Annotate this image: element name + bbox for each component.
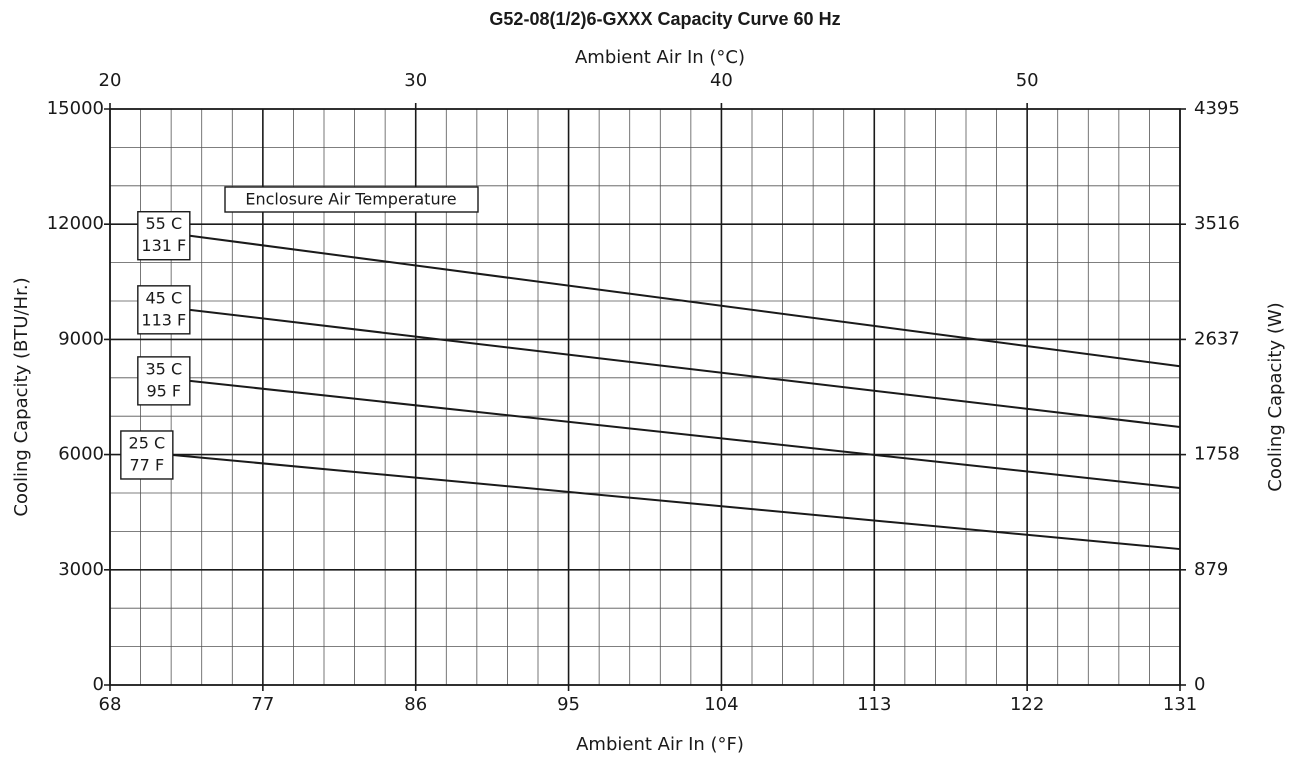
x2-tick-label: 20	[99, 70, 122, 91]
series-label-box	[137, 356, 191, 406]
y-tick-label: 3000	[58, 559, 104, 580]
series-label: 45 C	[146, 288, 183, 307]
x2-tick-label: 40	[710, 70, 733, 91]
x2-axis-label: Ambient Air In (°C)	[575, 47, 745, 68]
x-tick-label: 113	[857, 694, 891, 715]
series-label: 131 F	[141, 236, 186, 255]
x-axis-label: Ambient Air In (°F)	[576, 734, 744, 755]
legend-title: Enclosure Air Temperature	[245, 190, 456, 209]
y-axis-label: Cooling Capacity (BTU/Hr.)	[11, 277, 32, 516]
series-line	[189, 379, 1181, 490]
y-tick-label: 0	[93, 674, 104, 695]
x-tick-label: 68	[99, 694, 122, 715]
x-tick-label: 77	[251, 694, 274, 715]
y2-tick-label: 2637	[1194, 328, 1240, 349]
y2-tick-label: 3516	[1194, 213, 1240, 234]
y-tick-label: 15000	[47, 98, 104, 119]
series-label-box	[120, 430, 174, 480]
x2-tick-label: 30	[404, 70, 427, 91]
y2-tick-label: 879	[1194, 559, 1228, 580]
x2-tick-label: 50	[1016, 70, 1039, 91]
y2-tick-label: 0	[1194, 674, 1205, 695]
plot-frame	[109, 108, 1181, 686]
y-tick-label: 12000	[47, 213, 104, 234]
y2-tick-label: 1758	[1194, 444, 1240, 465]
x-tick-label: 95	[557, 694, 580, 715]
chart-title: G52-08(1/2)6-GXXX Capacity Curve 60 Hz	[489, 9, 840, 29]
series-label-box	[137, 285, 191, 335]
y-tick-label: 9000	[58, 328, 104, 349]
x-tick-label: 122	[1010, 694, 1044, 715]
series-label: 95 F	[146, 381, 181, 400]
series-label: 77 F	[130, 455, 165, 474]
series-line	[189, 234, 1181, 368]
series-label: 25 C	[129, 433, 166, 452]
x-tick-label: 131	[1163, 694, 1197, 715]
series-label: 55 C	[146, 214, 183, 233]
series-label: 113 F	[141, 310, 186, 329]
y-tick-label: 6000	[58, 444, 104, 465]
series-line	[189, 308, 1181, 428]
x-tick-label: 86	[404, 694, 427, 715]
series-line	[172, 453, 1181, 551]
series-label: 35 C	[146, 359, 183, 378]
x-tick-label: 104	[704, 694, 738, 715]
series-label-box	[137, 211, 191, 261]
legend-title-box	[224, 186, 479, 213]
y2-axis-label: Cooling Capacity (W)	[1265, 302, 1286, 491]
y2-tick-label: 4395	[1194, 98, 1240, 119]
